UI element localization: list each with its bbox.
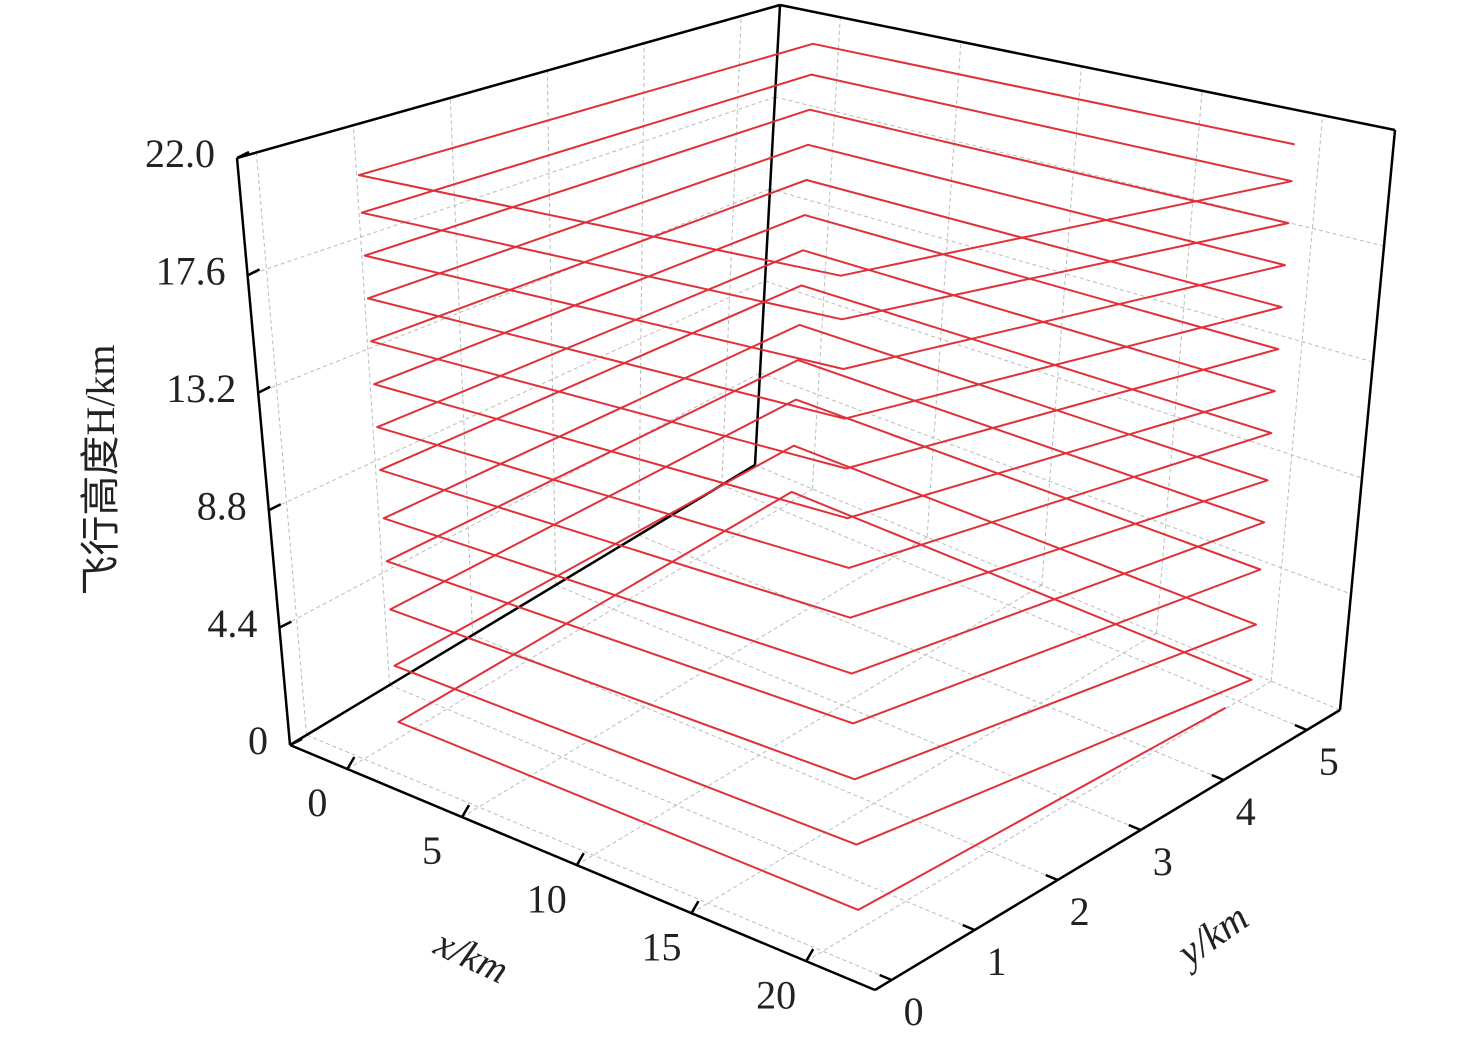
y-tick-label: 1 <box>987 939 1007 984</box>
grid-line <box>721 484 1307 731</box>
tick-mark <box>690 900 700 914</box>
x-tick-label: 0 <box>307 780 327 825</box>
tick-mark <box>247 268 261 277</box>
tick-mark <box>575 852 585 866</box>
grid-line <box>638 534 1224 781</box>
grid-line <box>546 70 557 586</box>
x-tick-label: 15 <box>641 924 681 969</box>
axis-line <box>1338 129 1397 711</box>
axis-line <box>874 708 1341 992</box>
grid-line <box>721 15 742 486</box>
grid-line <box>769 188 1374 363</box>
x-tick-label: 20 <box>756 972 796 1017</box>
x-tick-label: 10 <box>527 876 567 921</box>
axis-line <box>753 4 782 466</box>
axis-line <box>779 3 1396 132</box>
z-tick-label: 13.2 <box>166 366 236 411</box>
x-tick-label: 5 <box>422 828 442 873</box>
tick-mark <box>289 737 303 747</box>
grid-line <box>1041 66 1082 586</box>
grid-line <box>389 684 975 931</box>
grid-line <box>279 372 761 629</box>
tick-mark <box>460 804 471 818</box>
y-tick-label: 4 <box>1236 789 1256 834</box>
z-axis-label: 飞行高度H/km <box>78 344 123 595</box>
grid-line <box>811 17 841 490</box>
grid-line <box>555 584 1141 831</box>
tick-mark <box>962 923 976 932</box>
z-tick-label: 8.8 <box>197 483 247 528</box>
tick-mark <box>1045 873 1059 882</box>
axis-line <box>289 743 876 992</box>
tick-mark <box>879 973 893 982</box>
grid-line <box>1270 115 1324 682</box>
tick-mark <box>257 385 271 394</box>
tick-mark <box>278 620 292 629</box>
y-tick-label: 2 <box>1070 889 1090 934</box>
grid-line <box>306 734 892 981</box>
axis-line <box>235 157 292 746</box>
tick-mark <box>346 756 356 770</box>
y-tick-label: 5 <box>1319 739 1339 784</box>
tick-mark <box>1128 823 1142 832</box>
x-axis-label: x/km <box>427 919 515 992</box>
grid-line <box>774 96 1385 247</box>
tick-mark <box>1211 773 1225 782</box>
z-tick-label: 22.0 <box>145 131 215 176</box>
axis-line <box>289 463 756 747</box>
z-tick-label: 17.6 <box>156 249 226 294</box>
grid-line <box>754 464 1341 711</box>
trajectory <box>358 42 1295 911</box>
y-tick-label: 0 <box>904 989 924 1034</box>
tick-mark <box>1294 723 1308 732</box>
grid-line <box>461 536 928 818</box>
z-tick-label: 0 <box>248 718 268 763</box>
tick-mark <box>236 150 250 160</box>
y-tick-label: 3 <box>1153 839 1173 884</box>
y-axis-label: y/km <box>1165 894 1256 976</box>
grid-line <box>268 280 766 511</box>
axis-line <box>236 3 781 160</box>
z-tick-label: 4.4 <box>207 601 257 646</box>
grid-line <box>759 372 1352 595</box>
tick-mark <box>805 948 815 962</box>
tick-mark <box>268 503 282 512</box>
grid-line <box>247 96 776 276</box>
grid-line <box>926 41 962 538</box>
grid-line <box>352 125 391 686</box>
